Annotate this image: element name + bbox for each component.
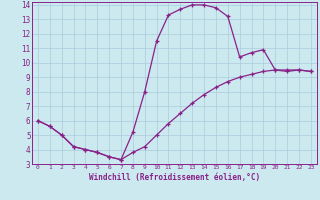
X-axis label: Windchill (Refroidissement éolien,°C): Windchill (Refroidissement éolien,°C) (89, 173, 260, 182)
